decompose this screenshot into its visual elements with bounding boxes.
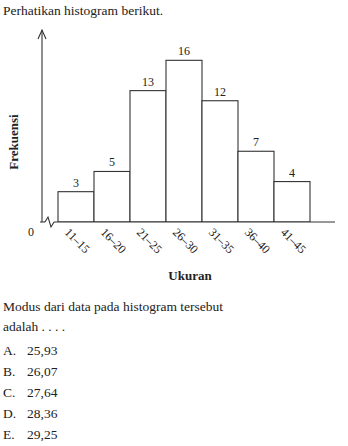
bar: [238, 151, 274, 222]
data-label: 16: [178, 44, 190, 58]
y-axis-title: Frekuensi: [6, 114, 21, 170]
bar: [202, 101, 238, 222]
x-axis-start: [42, 221, 45, 222]
y-tick: [40, 222, 42, 223]
x-tick-label: 41–45: [278, 225, 309, 256]
y-axis-arrow: [38, 30, 46, 39]
x-tick-label: 16–20: [98, 225, 129, 256]
x-tick-label: 21–25: [134, 225, 165, 256]
data-label: 7: [253, 135, 259, 149]
data-label: 4: [289, 166, 295, 180]
option-letter: B.: [3, 364, 15, 379]
bar: [58, 192, 94, 222]
x-tick-label: 31–35: [206, 225, 237, 256]
x-axis-title: Ukuran: [168, 268, 212, 283]
bar: [274, 182, 310, 222]
header: Perhatikan histogram berikut.: [3, 3, 163, 18]
bar: [130, 91, 166, 222]
option-letter: A.: [3, 343, 16, 358]
option-letter: C.: [3, 385, 15, 400]
x-axis: [54, 221, 335, 222]
y-axis: [41, 30, 42, 222]
bar: [166, 60, 202, 222]
x-tick-label: 11–15: [62, 225, 93, 256]
option-letter: E.: [3, 427, 15, 442]
question-line: Modus dari data pada histogram tersebut: [3, 299, 223, 314]
bar: [94, 171, 130, 222]
option-text: 27,64: [27, 385, 58, 400]
option-text: 26,07: [27, 364, 58, 379]
option-text: 28,36: [27, 406, 58, 421]
y-tick-label: 0: [28, 225, 34, 239]
option-text: 25,93: [27, 343, 58, 358]
option-letter: D.: [3, 406, 16, 421]
option-text: 29,25: [27, 427, 58, 442]
data-label: 12: [214, 85, 226, 99]
axis-break: [45, 217, 54, 227]
question-line: adalah . . . .: [3, 319, 65, 334]
page: Perhatikan histogram berikut. 3 5 13 16 12 7 4 0…: [0, 0, 348, 446]
data-label: 3: [73, 176, 79, 190]
data-label: 13: [142, 75, 154, 89]
x-tick-label: 26–30: [170, 225, 201, 256]
x-tick-label: 36–40: [242, 225, 273, 256]
data-label: 5: [109, 155, 115, 169]
bars: [58, 60, 310, 222]
